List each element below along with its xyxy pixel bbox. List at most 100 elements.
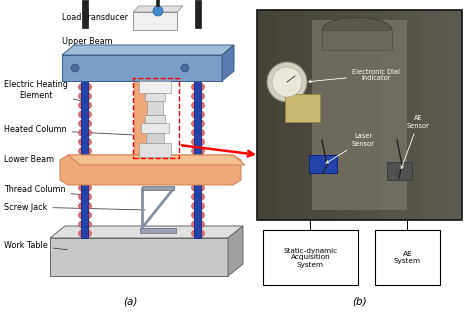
Text: Heated Column: Heated Column xyxy=(4,125,132,135)
Ellipse shape xyxy=(191,156,204,164)
Ellipse shape xyxy=(79,183,91,192)
Polygon shape xyxy=(60,155,241,185)
Ellipse shape xyxy=(79,138,91,146)
Ellipse shape xyxy=(191,92,204,100)
Ellipse shape xyxy=(79,83,91,91)
Ellipse shape xyxy=(79,55,91,64)
Ellipse shape xyxy=(79,220,91,229)
Text: Upper Beam: Upper Beam xyxy=(62,37,113,62)
Ellipse shape xyxy=(191,138,204,146)
Circle shape xyxy=(267,62,307,102)
Bar xyxy=(257,10,277,220)
Bar xyxy=(82,55,89,238)
Bar xyxy=(319,10,339,220)
Text: AE
System: AE System xyxy=(394,251,421,264)
Ellipse shape xyxy=(79,165,91,174)
Bar xyxy=(387,162,412,180)
Text: (b): (b) xyxy=(352,297,367,307)
Polygon shape xyxy=(62,45,234,55)
Text: Electronic Dial
Indicator: Electronic Dial Indicator xyxy=(309,68,400,83)
Bar xyxy=(195,0,201,28)
Text: Thread Column: Thread Column xyxy=(4,186,82,195)
Bar xyxy=(380,10,401,220)
Ellipse shape xyxy=(191,229,204,238)
Ellipse shape xyxy=(191,211,204,220)
Text: Electric Heating
Element: Electric Heating Element xyxy=(4,80,87,102)
Bar xyxy=(257,10,462,220)
Ellipse shape xyxy=(79,174,91,183)
Ellipse shape xyxy=(79,192,91,201)
Bar xyxy=(312,20,407,210)
Text: Static-dynamic
Acquisition
System: Static-dynamic Acquisition System xyxy=(283,248,337,267)
Ellipse shape xyxy=(79,129,91,137)
Text: Lower Beam: Lower Beam xyxy=(4,156,87,168)
Ellipse shape xyxy=(191,101,204,110)
Bar xyxy=(139,81,171,93)
Circle shape xyxy=(71,64,79,72)
Bar xyxy=(441,10,462,220)
Ellipse shape xyxy=(191,83,204,91)
Circle shape xyxy=(181,64,189,72)
Bar xyxy=(298,10,319,220)
Bar xyxy=(147,101,163,115)
Circle shape xyxy=(272,67,302,97)
Ellipse shape xyxy=(191,129,204,137)
Bar xyxy=(322,30,392,50)
Bar xyxy=(263,230,358,285)
Bar xyxy=(146,133,164,143)
Bar xyxy=(133,78,179,158)
Ellipse shape xyxy=(79,147,91,155)
Ellipse shape xyxy=(322,18,392,43)
Bar xyxy=(257,10,462,220)
Bar xyxy=(285,94,320,122)
Polygon shape xyxy=(50,226,243,238)
Bar xyxy=(145,115,165,123)
Ellipse shape xyxy=(191,183,204,192)
Ellipse shape xyxy=(191,220,204,229)
Bar xyxy=(142,186,174,190)
Bar xyxy=(82,0,88,28)
Ellipse shape xyxy=(191,174,204,183)
Bar xyxy=(309,155,337,173)
Bar xyxy=(134,81,152,182)
Ellipse shape xyxy=(191,192,204,201)
Bar xyxy=(277,10,298,220)
Ellipse shape xyxy=(191,110,204,119)
Bar xyxy=(50,238,228,276)
Ellipse shape xyxy=(79,101,91,110)
Bar xyxy=(421,10,441,220)
Ellipse shape xyxy=(191,165,204,174)
Text: (a): (a) xyxy=(123,297,137,307)
Ellipse shape xyxy=(191,73,204,82)
Ellipse shape xyxy=(79,110,91,119)
Text: AE
Sensor: AE Sensor xyxy=(401,116,430,169)
Bar xyxy=(375,230,440,285)
Ellipse shape xyxy=(191,55,204,64)
Polygon shape xyxy=(222,45,234,81)
Ellipse shape xyxy=(79,92,91,100)
Bar xyxy=(401,10,421,220)
Text: Load Transducer: Load Transducer xyxy=(62,13,152,21)
Ellipse shape xyxy=(79,229,91,238)
Bar xyxy=(133,12,177,30)
Bar xyxy=(194,55,201,238)
Bar xyxy=(139,143,171,157)
Bar xyxy=(359,10,380,220)
Text: Screw Jack: Screw Jack xyxy=(4,203,145,211)
Polygon shape xyxy=(228,226,243,276)
Ellipse shape xyxy=(191,202,204,210)
Ellipse shape xyxy=(79,73,91,82)
Ellipse shape xyxy=(79,211,91,220)
Ellipse shape xyxy=(79,156,91,164)
Ellipse shape xyxy=(79,119,91,128)
Bar xyxy=(145,93,165,101)
Bar xyxy=(140,228,176,233)
Ellipse shape xyxy=(191,147,204,155)
Bar xyxy=(156,0,159,6)
Text: Work Table: Work Table xyxy=(4,240,67,250)
Ellipse shape xyxy=(79,202,91,210)
Ellipse shape xyxy=(79,64,91,73)
Polygon shape xyxy=(133,6,183,12)
Polygon shape xyxy=(68,155,245,165)
Text: Laser
Sensor: Laser Sensor xyxy=(326,134,375,163)
